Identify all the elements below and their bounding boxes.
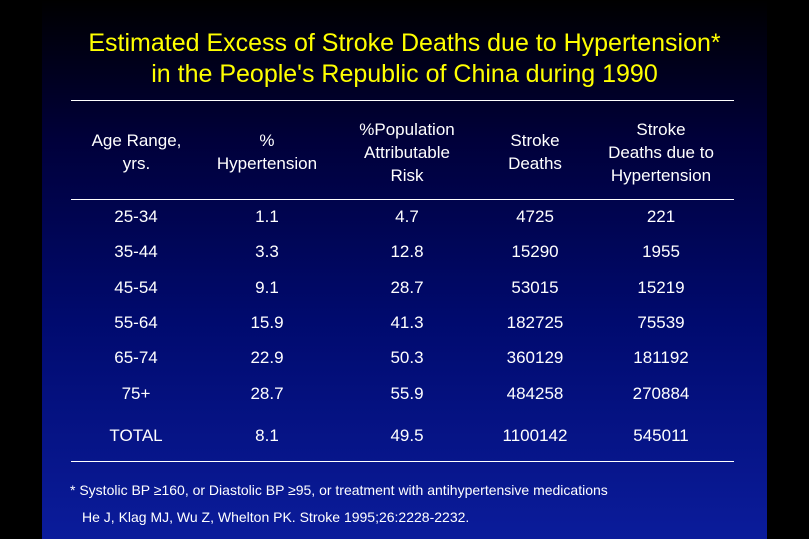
cell-stroke-deaths: 182725 bbox=[506, 313, 564, 332]
cell-percent-hypertension: 15.9 bbox=[250, 313, 284, 332]
cell-age-range: 35-44 bbox=[114, 242, 158, 261]
footnote-citation: He J, Klag MJ, Wu Z, Whelton PK. Stroke … bbox=[82, 509, 470, 525]
cell-stroke-deaths: 1100142 bbox=[502, 426, 568, 445]
cell-deaths-due-to-hypertension: 221 bbox=[646, 207, 676, 226]
cell-stroke-deaths: 484258 bbox=[506, 384, 564, 403]
table-header-row: Age Range, yrs. % Hypertension %Populati… bbox=[71, 110, 734, 194]
cell-age-range: 25-34 bbox=[114, 207, 158, 226]
header-attributable-risk: %Population Attributable Risk bbox=[359, 119, 455, 185]
cell-deaths-due-to-hypertension: 545011 bbox=[633, 426, 689, 445]
cell-age-range: 65-74 bbox=[114, 348, 158, 367]
cell-percent-hypertension: 28.7 bbox=[250, 384, 284, 403]
cell-deaths-due-to-hypertension: 1955 bbox=[642, 242, 680, 261]
cell-deaths-due-to-hypertension: 270884 bbox=[632, 384, 690, 403]
header-stroke-deaths: Stroke Deaths bbox=[508, 131, 562, 173]
cell-percent-hypertension: 9.1 bbox=[255, 278, 279, 297]
slide-title-line-1: Estimated Excess of Stroke Deaths due to… bbox=[88, 29, 721, 57]
cell-age-range: 45-54 bbox=[114, 278, 158, 297]
cell-age-range: 75+ bbox=[121, 384, 151, 403]
slide-background bbox=[42, 0, 767, 539]
cell-deaths-due-to-hypertension: 181192 bbox=[633, 348, 689, 367]
cell-stroke-deaths: 53015 bbox=[511, 278, 559, 297]
cell-attributable-risk: 55.9 bbox=[390, 384, 424, 403]
cell-attributable-risk: 12.8 bbox=[390, 242, 424, 261]
cell-age-range: TOTAL bbox=[109, 426, 163, 445]
cell-attributable-risk: 49.5 bbox=[390, 426, 424, 445]
cell-percent-hypertension: 3.3 bbox=[255, 242, 279, 261]
cell-stroke-deaths: 360129 bbox=[506, 348, 564, 367]
cell-deaths-due-to-hypertension: 75539 bbox=[637, 313, 685, 332]
cell-attributable-risk: 28.7 bbox=[390, 278, 424, 297]
cell-stroke-deaths: 15290 bbox=[511, 242, 559, 261]
cell-age-range: 55-64 bbox=[114, 313, 158, 332]
header-deaths-due-to-hypertension: Stroke Deaths due to Hypertension bbox=[608, 119, 714, 185]
table-bottom-rule bbox=[71, 461, 734, 462]
slide-title-line-2: in the People's Republic of China during… bbox=[151, 60, 658, 88]
cell-attributable-risk: 4.7 bbox=[395, 207, 419, 226]
cell-stroke-deaths: 4725 bbox=[516, 207, 554, 226]
table-top-rule bbox=[71, 100, 734, 101]
cell-attributable-risk: 41.3 bbox=[390, 313, 424, 332]
table-header-rule bbox=[71, 199, 734, 200]
cell-attributable-risk: 50.3 bbox=[390, 348, 424, 367]
cell-deaths-due-to-hypertension: 15219 bbox=[637, 278, 685, 297]
slide-title: Estimated Excess of Stroke Deaths due to… bbox=[42, 28, 767, 90]
header-age-range: Age Range, yrs. bbox=[91, 131, 182, 173]
cell-percent-hypertension: 8.1 bbox=[255, 426, 279, 445]
footnote-definition: * Systolic BP ≥160, or Diastolic BP ≥95,… bbox=[70, 482, 608, 498]
cell-percent-hypertension: 22.9 bbox=[250, 348, 284, 367]
header-percent-hypertension: % Hypertension bbox=[216, 131, 318, 173]
cell-percent-hypertension: 1.1 bbox=[255, 207, 279, 226]
